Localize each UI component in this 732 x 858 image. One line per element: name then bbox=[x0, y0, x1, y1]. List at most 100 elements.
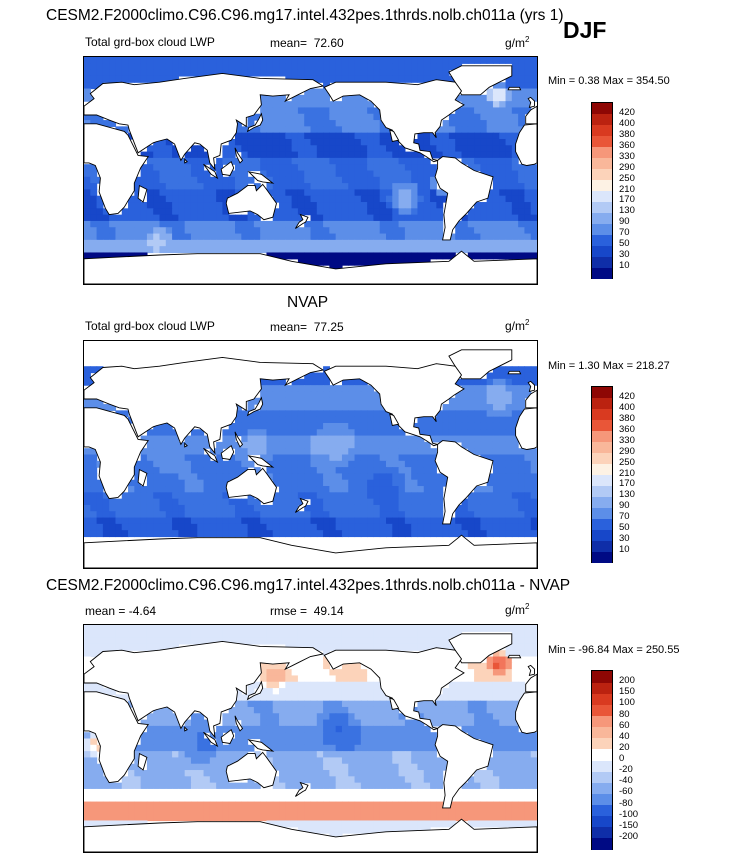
field-cell bbox=[310, 385, 318, 393]
field-cell bbox=[455, 57, 463, 64]
field-cell bbox=[499, 82, 507, 90]
field-cell bbox=[411, 460, 419, 468]
field-cell bbox=[524, 504, 532, 512]
field-cell bbox=[165, 183, 173, 191]
colorbar-cell bbox=[592, 837, 612, 850]
field-cell bbox=[524, 202, 532, 209]
field-cell bbox=[222, 467, 230, 475]
field-cell bbox=[348, 662, 356, 670]
field-cell bbox=[247, 814, 255, 822]
field-cell bbox=[304, 252, 312, 260]
field-cell bbox=[109, 227, 117, 235]
field-cell bbox=[461, 662, 469, 670]
field-cell bbox=[285, 788, 293, 796]
field-cell bbox=[203, 473, 211, 481]
field-cell bbox=[423, 460, 431, 468]
field-cell bbox=[423, 63, 431, 71]
field-cell bbox=[323, 107, 330, 115]
field-cell bbox=[379, 454, 387, 462]
field-cell bbox=[341, 643, 349, 651]
field-cell bbox=[291, 801, 299, 809]
field-cell bbox=[216, 195, 224, 203]
field-cell bbox=[341, 732, 349, 740]
field-cell bbox=[335, 486, 343, 493]
field-cell bbox=[304, 239, 312, 247]
field-cell bbox=[304, 801, 312, 809]
field-cell bbox=[134, 631, 142, 639]
field-cell bbox=[96, 202, 104, 209]
field-cell bbox=[329, 795, 337, 803]
field-cell bbox=[285, 214, 293, 222]
field-cell bbox=[153, 202, 161, 209]
field-cell bbox=[530, 504, 537, 512]
field-cell bbox=[228, 757, 236, 765]
colorbar-tick-label: 400 bbox=[619, 401, 635, 413]
field-cell bbox=[341, 460, 349, 468]
field-cell bbox=[235, 126, 242, 134]
field-cell bbox=[360, 776, 368, 784]
field-cell bbox=[84, 372, 91, 380]
field-cell bbox=[190, 479, 198, 487]
field-cell bbox=[190, 757, 198, 765]
field-cell bbox=[216, 511, 224, 519]
field-cell bbox=[241, 706, 249, 714]
field-cell bbox=[146, 782, 154, 790]
field-cell bbox=[121, 246, 129, 254]
field-cell bbox=[511, 101, 519, 109]
field-cell bbox=[115, 782, 123, 790]
field-cell bbox=[159, 788, 167, 796]
field-cell bbox=[279, 126, 286, 134]
field-cell bbox=[310, 157, 318, 165]
field-cell bbox=[253, 681, 261, 689]
field-cell bbox=[430, 631, 437, 639]
field-cell bbox=[323, 662, 330, 670]
field-cell bbox=[316, 801, 324, 809]
field-cell bbox=[379, 132, 387, 140]
field-cell bbox=[423, 441, 431, 449]
field-cell bbox=[190, 57, 198, 64]
field-cell bbox=[341, 454, 349, 462]
field-cell bbox=[84, 473, 91, 481]
field-cell bbox=[392, 138, 400, 146]
field-cell bbox=[140, 492, 148, 500]
field-cell bbox=[297, 486, 305, 493]
field-cell bbox=[323, 126, 330, 134]
field-cell bbox=[511, 807, 519, 815]
field-cell bbox=[354, 391, 362, 399]
field-cell bbox=[530, 75, 537, 83]
field-cell bbox=[492, 706, 500, 714]
field-cell bbox=[386, 176, 393, 184]
field-cell bbox=[140, 208, 148, 216]
field-cell bbox=[272, 422, 280, 430]
field-cell bbox=[518, 757, 526, 765]
field-cell bbox=[178, 782, 186, 790]
field-cell bbox=[197, 776, 205, 784]
field-cell bbox=[360, 479, 368, 487]
field-cell bbox=[310, 770, 318, 777]
field-cell bbox=[467, 795, 475, 803]
field-cell bbox=[159, 473, 167, 481]
field-cell bbox=[474, 725, 481, 733]
colorbar-cell bbox=[592, 771, 612, 783]
field-cell bbox=[461, 681, 469, 689]
field-cell bbox=[430, 643, 437, 651]
field-cell bbox=[430, 751, 437, 759]
field-cell bbox=[310, 504, 318, 512]
field-cell bbox=[436, 239, 444, 247]
field-cell bbox=[197, 814, 205, 822]
field-cell bbox=[398, 220, 406, 228]
field-cell bbox=[291, 220, 299, 228]
field-cell bbox=[115, 57, 123, 64]
field-cell bbox=[266, 391, 274, 399]
field-cell bbox=[436, 498, 444, 506]
field-cell bbox=[121, 511, 129, 519]
field-cell bbox=[285, 681, 293, 689]
field-cell bbox=[499, 656, 507, 664]
field-cell bbox=[505, 132, 513, 140]
field-cell bbox=[430, 530, 437, 538]
field-cell bbox=[297, 454, 305, 462]
field-cell bbox=[417, 448, 425, 456]
field-cell bbox=[96, 776, 104, 784]
field-cell bbox=[430, 246, 437, 254]
field-cell bbox=[310, 101, 318, 109]
